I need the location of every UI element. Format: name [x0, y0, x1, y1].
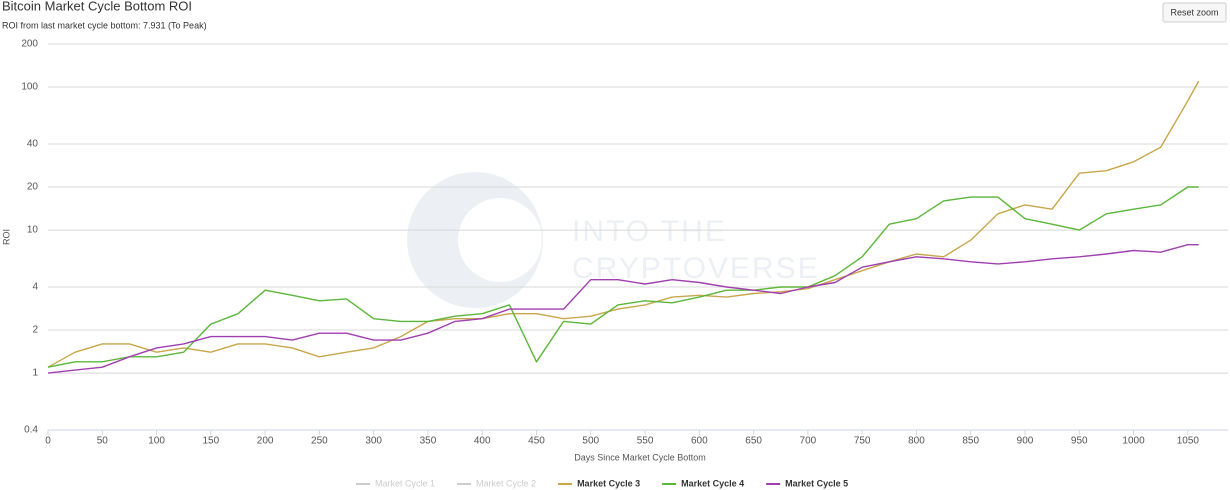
series-line [47, 186, 1199, 368]
reset-button-box[interactable] [1162, 2, 1227, 23]
y-axis-label: ROI [1, 229, 11, 245]
x-tick-label: 50 [97, 436, 109, 447]
x-tick-label: 650 [745, 436, 762, 447]
legend-item[interactable]: Market Cycle 1 [356, 478, 435, 488]
x-tick-label: 250 [311, 436, 328, 447]
series-line [47, 80, 1200, 368]
y-tick-label: 100 [21, 82, 38, 93]
x-tick-label: 500 [582, 436, 599, 447]
x-tick-label: 400 [474, 436, 491, 447]
x-tick-label: 950 [1071, 436, 1088, 447]
legend-label[interactable]: Market Cycle 4 [681, 478, 744, 488]
y-tick-label: 2 [32, 325, 38, 336]
x-tick-label: 0 [45, 436, 51, 447]
y-tick-label: 10 [27, 225, 39, 236]
y-tick-label: 20 [27, 182, 39, 193]
legend-label[interactable]: Market Cycle 3 [577, 478, 640, 488]
x-tick-label: 350 [420, 436, 437, 447]
x-tick-label: 700 [800, 436, 817, 447]
chart-subtitle: ROI from last market cycle bottom: 7.931… [2, 20, 207, 30]
x-tick-label: 600 [691, 436, 708, 447]
x-tick-label: 100 [148, 436, 165, 447]
x-axis-label: Days Since Market Cycle Bottom [574, 452, 706, 462]
y-tick-label: 1 [32, 368, 38, 379]
watermark-text: INTO THE [572, 215, 727, 248]
legend-item[interactable]: Market Cycle 5 [766, 478, 848, 488]
legend-label[interactable]: Market Cycle 1 [375, 478, 435, 488]
x-tick-label: 550 [637, 436, 654, 447]
y-tick-label: 4 [32, 282, 38, 293]
legend-item[interactable]: Market Cycle 4 [662, 478, 744, 488]
y-tick-label: 0.4 [24, 425, 38, 436]
y-tick-label: 40 [27, 139, 39, 150]
legend-item[interactable]: Market Cycle 3 [558, 478, 640, 488]
series-line [47, 244, 1199, 374]
y-tick-label: 200 [21, 39, 38, 50]
x-tick-label: 900 [1017, 436, 1034, 447]
x-tick-label: 150 [202, 436, 219, 447]
reset-button-label[interactable]: Reset zoom [1170, 7, 1218, 17]
x-tick-label: 800 [908, 436, 925, 447]
x-tick-label: 200 [257, 436, 274, 447]
legend-item[interactable]: Market Cycle 2 [457, 478, 536, 488]
x-tick-label: 300 [365, 436, 382, 447]
legend-label[interactable]: Market Cycle 5 [785, 478, 848, 488]
watermark-logo-cut [458, 198, 542, 282]
watermark: INTO THE CRYPTOVERSE [407, 172, 818, 308]
x-tick-label: 450 [528, 436, 545, 447]
x-tick-label: 1050 [1177, 436, 1200, 447]
x-tick-label: 1000 [1122, 436, 1145, 447]
reset-button[interactable]: Reset zoom [1162, 2, 1227, 23]
x-tick-label: 850 [962, 436, 979, 447]
chart-title: Bitcoin Market Cycle Bottom ROI [2, 0, 192, 13]
watermark-logo [407, 172, 543, 308]
x-tick-label: 750 [854, 436, 871, 447]
legend-label[interactable]: Market Cycle 2 [476, 478, 536, 488]
